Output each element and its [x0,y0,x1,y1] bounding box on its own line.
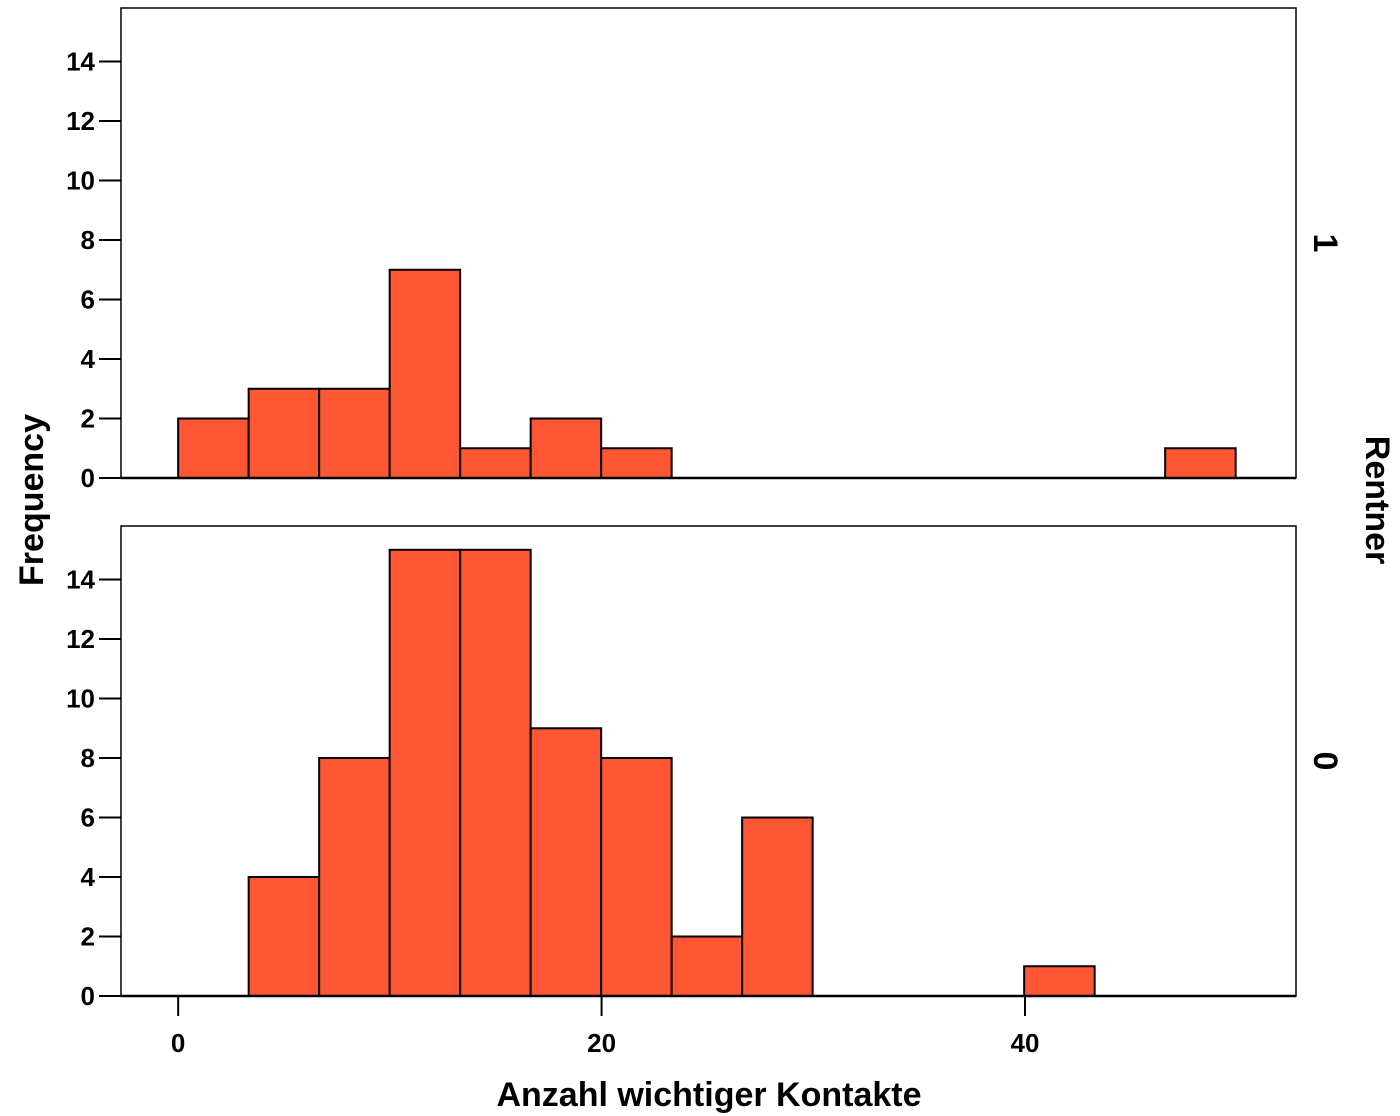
y-tick-label: 4 [81,862,96,892]
y-tick-label: 8 [81,743,95,773]
histogram-bar [247,876,321,997]
y-tick-label: 2 [81,922,95,952]
histogram-bar [1164,447,1237,480]
histogram-bar [318,387,391,479]
histogram-bar [1023,965,1096,998]
histogram-bar [318,757,391,998]
y-tick-label: 4 [81,344,96,374]
panel-1: 0 2 4 6 8 10 12 14 1 [66,7,1344,493]
histogram-bar [459,447,532,480]
histogram-bar [600,757,673,998]
y-tick-label: 2 [81,404,95,434]
histogram-bar [247,387,321,479]
y-tick-label: 14 [66,565,95,595]
histogram-bar [529,417,603,479]
x-axis-title: Anzahl wichtiger Kontakte [496,1076,921,1114]
y-tick-label: 14 [66,47,95,77]
x-tick-label: 0 [171,1028,185,1058]
x-tick-label: 20 [587,1028,616,1058]
histogram-bar [177,417,250,479]
histogram-bar [741,816,814,997]
y-tick-label: 8 [81,225,95,255]
x-tick-label: 40 [1011,1028,1040,1058]
histogram-bar [529,727,603,998]
y-tick-label: 6 [81,285,95,315]
y-tick-label: 12 [66,624,95,654]
panel-0: 0 2 4 6 8 10 12 14 0 [66,525,1344,1011]
y-tick-label: 0 [81,463,95,493]
histogram-bar [459,548,532,998]
x-axis: 0 20 40 [171,996,1040,1058]
y-tick-label: 0 [81,981,95,1011]
y-axis-title: Frequency [13,414,51,586]
histogram-bar [600,447,673,480]
y-tick-label: 6 [81,803,95,833]
panel-label: 0 [1306,752,1344,771]
panel-variable-title: Rentner [1358,436,1396,564]
histogram-bar [388,548,462,998]
y-tick-label: 10 [66,684,95,714]
y-tick-label: 10 [66,166,95,196]
y-tick-label: 12 [66,106,95,136]
histogram-bar [388,268,462,479]
histogram-bar [670,935,744,998]
panel-label: 1 [1306,234,1344,253]
